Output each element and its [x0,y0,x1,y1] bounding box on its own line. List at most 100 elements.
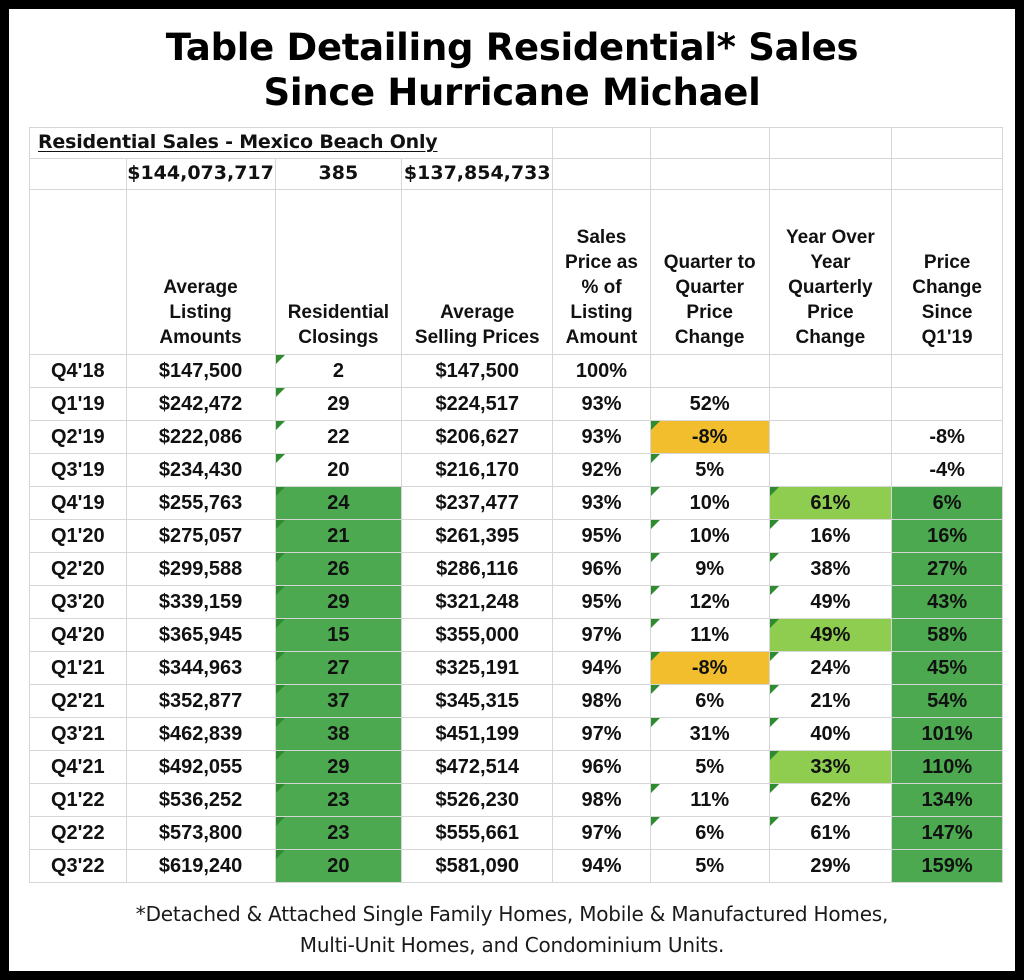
cell-qtr-change: 5% [649,750,770,784]
header-line: Residential [287,302,390,323]
header-line: Average [440,302,515,323]
totals-selling-amount: $137,854,733 [401,158,554,190]
cell-avg-listing: $275,057 [125,519,276,553]
header-line: Quarter to [663,252,756,273]
column-header-pct-of-listing: Sales Price as % of Listing Amount [552,189,651,355]
totals-period-cell [29,158,127,190]
header-line: Change [674,327,745,348]
cell-period: Q3'19 [29,453,127,487]
residential-sales-table: Residential Sales - Mexico Beach Only $1… [28,127,1003,883]
table-row: Q3'21 $462,839 38 $451,199 97% 31% 40% 101% [29,717,1003,751]
hdr-yoy-lines: Year Over Year Quarterly Price Change [770,225,891,350]
cell-pct-of-listing: 95% [552,519,651,553]
table-row: Q1'20 $275,057 21 $261,395 95% 10% 16% 16% [29,519,1003,553]
cell-qtr-change: 12% [649,585,770,619]
cell-closings: 26 [274,552,403,586]
header-line: Quarter [675,277,744,298]
cell-closings: 24 [274,486,403,520]
cell-since-q119 [891,387,1003,421]
column-header-yoy-change: Year Over Year Quarterly Price Change [768,189,893,355]
cell-avg-listing: $365,945 [125,618,276,652]
cell-qtr-change: -8% [649,420,770,454]
cell-since-q119: -8% [891,420,1003,454]
table-row: Q2'21 $352,877 37 $345,315 98% 6% 21% 54% [29,684,1003,718]
cell-yoy-change: 38% [768,552,893,586]
cell-pct-of-listing: 97% [552,717,651,751]
cell-since-q119: 6% [891,486,1003,520]
cell-yoy-change: 62% [768,783,893,817]
cell-pct-of-listing: 97% [552,618,651,652]
totals-spacer-4 [891,158,1003,190]
cell-yoy-change: 29% [768,849,893,883]
cell-avg-listing: $234,430 [125,453,276,487]
cell-qtr-change: 52% [649,387,770,421]
cell-since-q119: 110% [891,750,1003,784]
cell-pct-of-listing: 96% [552,552,651,586]
cell-qtr-change: 5% [649,453,770,487]
cell-pct-of-listing: 98% [552,783,651,817]
table-row: Q3'20 $339,159 29 $321,248 95% 12% 49% 43% [29,585,1003,619]
header-line: Closings [298,327,379,348]
hdr-closings-lines: Residential Closings [276,300,401,350]
cell-avg-selling: $325,191 [401,651,554,685]
table-row: Q3'22 $619,240 20 $581,090 94% 5% 29% 159% [29,849,1003,883]
caption-spacer-3 [768,127,893,159]
column-header-period [29,189,127,355]
cell-period: Q2'19 [29,420,127,454]
cell-yoy-change: 33% [768,750,893,784]
cell-avg-selling: $237,477 [401,486,554,520]
cell-avg-listing: $573,800 [125,816,276,850]
table-row: Q4'21 $492,055 29 $472,514 96% 5% 33% 110% [29,750,1003,784]
cell-closings: 27 [274,651,403,685]
cell-since-q119: 134% [891,783,1003,817]
cell-yoy-change: 61% [768,816,893,850]
cell-avg-listing: $344,963 [125,651,276,685]
totals-listing-amount: $144,073,717 [125,158,276,190]
cell-period: Q2'20 [29,552,127,586]
table-row: Q2'20 $299,588 26 $286,116 96% 9% 38% 27% [29,552,1003,586]
cell-avg-selling: $345,315 [401,684,554,718]
header-line: Amount [565,327,638,348]
hdr-since-lines: Price Change Since Q1'19 [893,250,1002,350]
cell-pct-of-listing: 95% [552,585,651,619]
cell-since-q119: -4% [891,453,1003,487]
cell-qtr-change: 5% [649,849,770,883]
header-line: Q1'19 [921,327,973,348]
poster-content: Table Detailing Residential* Sales Since… [9,9,1015,971]
cell-since-q119: 58% [891,618,1003,652]
totals-row: $144,073,717 385 $137,854,733 [29,158,1003,190]
cell-yoy-change: 24% [768,651,893,685]
footnote: *Detached & Attached Single Family Homes… [9,883,1015,961]
cell-period: Q4'20 [29,618,127,652]
cell-since-q119: 147% [891,816,1003,850]
header-line: Price as [565,252,638,273]
cell-avg-selling: $472,514 [401,750,554,784]
header-line: Listing [169,302,232,323]
table-container: Residential Sales - Mexico Beach Only $1… [9,121,1015,883]
cell-closings: 22 [274,420,403,454]
hdr-qtr-lines: Quarter to Quarter Price Change [651,250,768,350]
cell-since-q119: 45% [891,651,1003,685]
header-line: Price [686,302,733,323]
cell-avg-listing: $242,472 [125,387,276,421]
cell-pct-of-listing: 92% [552,453,651,487]
cell-qtr-change: 6% [649,816,770,850]
cell-avg-selling: $355,000 [401,618,554,652]
cell-avg-listing: $492,055 [125,750,276,784]
totals-closings: 385 [274,158,403,190]
cell-avg-listing: $619,240 [125,849,276,883]
header-line: Year [810,252,851,273]
cell-yoy-change: 16% [768,519,893,553]
sheet-caption-cell: Residential Sales - Mexico Beach Only [28,127,554,159]
header-line: Amounts [159,327,242,348]
cell-avg-listing: $352,877 [125,684,276,718]
cell-yoy-change [768,354,893,388]
cell-avg-listing: $222,086 [125,420,276,454]
column-header-avg-listing: Average Listing Amounts [125,189,276,355]
cell-period: Q3'22 [29,849,127,883]
cell-qtr-change: 10% [649,486,770,520]
header-line: Year Over [786,227,875,248]
cell-avg-selling: $555,661 [401,816,554,850]
cell-qtr-change: 31% [649,717,770,751]
table-row: Q4'18 $147,500 2 $147,500 100% [29,354,1003,388]
